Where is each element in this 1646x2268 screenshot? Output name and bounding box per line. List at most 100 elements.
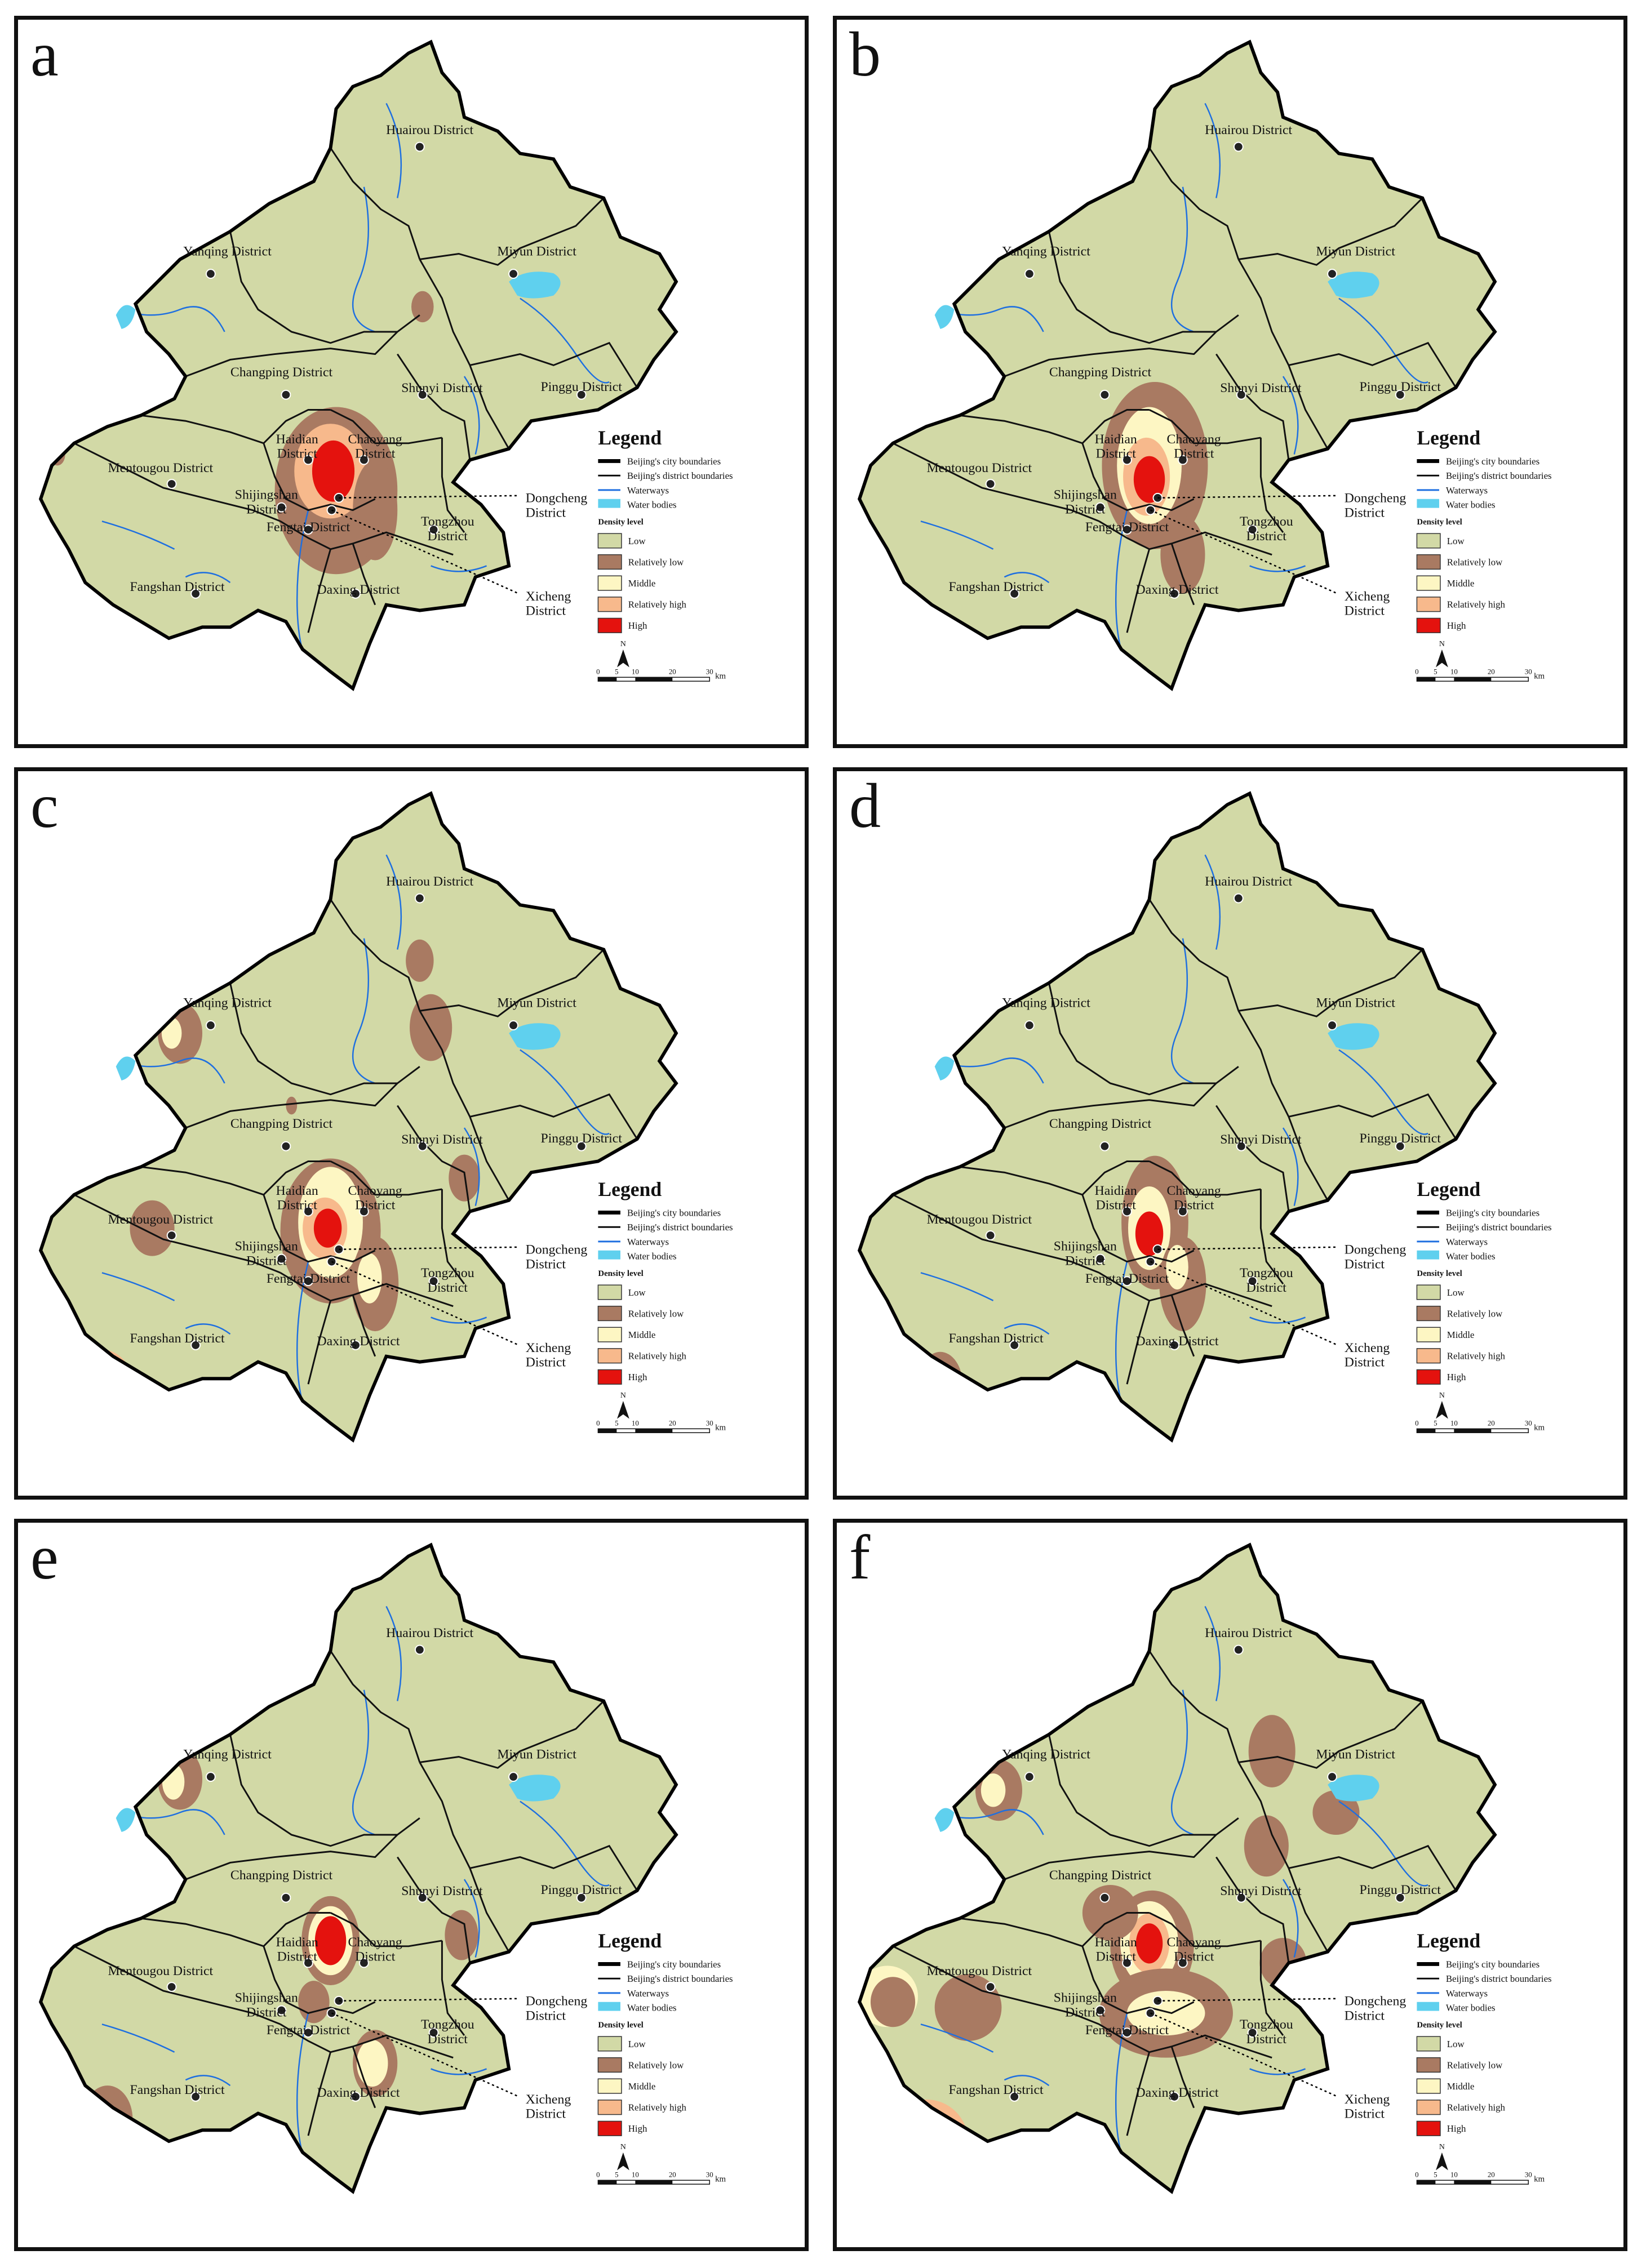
guanting-reservoir: [934, 1808, 955, 1833]
legend-line-label: Beijing's district boundaries: [627, 1222, 733, 1233]
density-swatch: [597, 2078, 622, 2094]
district-centroid: [303, 524, 313, 535]
district-boundary: [1170, 1295, 1195, 1357]
district-boundary: [1126, 549, 1150, 633]
district-centroid: [276, 1253, 287, 1264]
district-label-mentougou: Mentougou District: [108, 461, 214, 475]
scale-tick-label: 0: [1415, 2171, 1418, 2178]
district-label-yanqing: Yanqing District: [1002, 244, 1090, 259]
scale-tick-label: 5: [615, 2171, 618, 2178]
district-label-huairou: Huairou District: [1205, 1626, 1292, 1640]
district-centroid: [205, 1020, 216, 1030]
density-swatch: [1416, 533, 1441, 549]
district-label-xicheng: Xicheng District: [1345, 1341, 1390, 1370]
scale-bar-segment: [635, 677, 673, 682]
district-boundary: [1148, 1912, 1261, 1947]
district-label-fangshan: Fangshan District: [130, 2083, 225, 2097]
district-centroid: [1247, 1276, 1258, 1287]
district-centroid: [190, 2092, 201, 2102]
district-centroid: [576, 1892, 587, 1903]
district-centroid: [414, 1644, 425, 1655]
legend-title: Legend: [1417, 426, 1480, 449]
north-arrow-icon: [617, 1400, 629, 1419]
density-hotspot: [353, 460, 398, 561]
legend-line-label: Beijing's city boundaries: [1446, 1959, 1539, 1969]
district-boundary: [352, 2046, 376, 2109]
district-centroid: [1009, 589, 1020, 599]
scale-tick-label: 10: [1450, 668, 1458, 675]
scale-tick-label: 30: [706, 2171, 713, 2178]
miyun-reservoir: [509, 1023, 561, 1050]
district-labels: Huairou District Miyun District Yanqing Di…: [108, 874, 623, 1370]
density-hotspot: [298, 1981, 330, 2024]
district-label-fengtai: Fengtai District: [267, 520, 351, 535]
district-boundary: [330, 1650, 421, 1763]
district-centroid: [1024, 1020, 1035, 1030]
density-label: Relatively low: [628, 557, 684, 567]
scale-tick-label: 30: [1525, 2171, 1532, 2178]
legend-line-label: Beijing's city boundaries: [627, 1207, 721, 1218]
district-centroid: [351, 1340, 361, 1350]
district-label-xicheng: Xicheng District: [1345, 589, 1390, 619]
waterway: [520, 297, 610, 384]
waterway: [185, 1323, 231, 1335]
district-centroid: [1327, 269, 1337, 279]
district-centroid: [1009, 1340, 1020, 1350]
waterway: [1338, 297, 1428, 384]
density-hotspot: [357, 2040, 388, 2087]
density-swatch: [1416, 1284, 1441, 1300]
district-label-daxing: Daxing District: [317, 1334, 400, 1349]
district-boundary: [419, 1700, 605, 1769]
density-title: Density level: [1417, 1269, 1462, 1278]
district-boundary: [1237, 1762, 1290, 1869]
panel-letter: b: [849, 20, 881, 90]
district-label-yanqing: Yanqing District: [183, 995, 272, 1010]
legend-line-label: Water bodies: [627, 1251, 677, 1262]
district-boundary: [1238, 1700, 1423, 1769]
district-label-miyun: Miyun District: [1316, 244, 1395, 259]
district-label-shunyi: Shunyi District: [401, 381, 483, 395]
district-centroid: [359, 1958, 369, 1968]
panel-letter: c: [30, 771, 59, 841]
district-centroid: [417, 389, 428, 400]
district-label-miyun: Miyun District: [497, 1747, 576, 1762]
scale-unit: km: [715, 1423, 726, 1432]
miyun-reservoir: [1328, 1775, 1379, 1802]
scale-tick-label: 0: [1415, 1419, 1418, 1427]
district-centroid: [303, 1206, 313, 1217]
district-label-huairou: Huairou District: [386, 874, 473, 889]
district-centroid: [205, 1772, 216, 1782]
scale-bar-segment: [635, 1429, 673, 1433]
district-boundary: [330, 409, 442, 444]
panel-letter: e: [30, 1523, 59, 1593]
district-label-pinggu: Pinggu District: [1360, 1883, 1441, 1897]
scale-bar-segment: [598, 1429, 617, 1433]
district-boundary: [307, 1300, 331, 1385]
legend-line-label: Water bodies: [627, 2003, 677, 2013]
city-boundary: [38, 39, 678, 691]
north-arrow-icon: [1436, 2152, 1448, 2171]
district-label-shunyi: Shunyi District: [1220, 1884, 1302, 1898]
district-label-yanqing: Yanqing District: [1002, 995, 1090, 1010]
density-label: High: [628, 2123, 647, 2134]
district-centroid: [166, 1982, 177, 1992]
density-swatch: [1416, 554, 1441, 570]
map-svg: Huairou District Miyun District Yanqing Di…: [857, 1542, 1552, 2194]
north-label: N: [620, 639, 626, 648]
density-hotspot: [406, 939, 434, 982]
legend-water-swatch: [1417, 1250, 1439, 1260]
district-boundary: [892, 1194, 1100, 1274]
scale-tick-label: 0: [596, 1419, 600, 1427]
waterway: [520, 1049, 610, 1135]
district-centroid: [985, 479, 996, 489]
district-boundary: [441, 437, 465, 533]
district-label-shijingshan: Shijingshan District: [235, 1239, 298, 1269]
district-label-dongcheng: Dongcheng District: [1345, 1243, 1407, 1272]
density-swatch: [597, 617, 622, 633]
district-boundary: [1126, 1300, 1150, 1385]
district-label-yanqing: Yanqing District: [183, 244, 272, 259]
waterway: [185, 572, 231, 584]
district-label-changping: Changping District: [1049, 1868, 1152, 1883]
scale-tick-label: 30: [1525, 1419, 1532, 1427]
legend-line-label: Beijing's district boundaries: [627, 1973, 733, 1984]
